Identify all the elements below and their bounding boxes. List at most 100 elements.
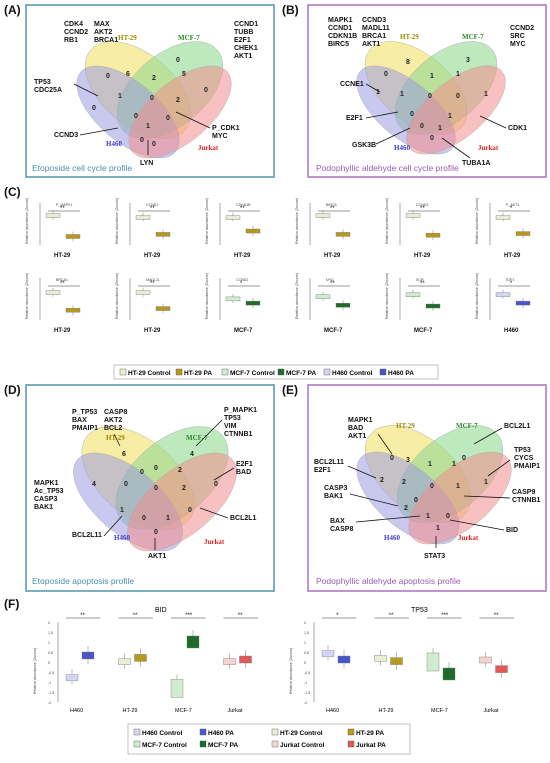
boxplot-title: SCR [416, 278, 424, 282]
arrow [449, 519, 505, 531]
venn-b-count: 1 [400, 91, 404, 98]
venn-d-count: 0 [188, 507, 192, 514]
significance-mark: * [510, 206, 513, 212]
venn-a-count: 0 [150, 95, 154, 102]
boxplot-xlabel: HT-29 [54, 253, 71, 259]
boxplot-title: BRCA1 [56, 278, 68, 282]
venn-d-count: 0 [140, 469, 144, 476]
venn-b-count: 1 [456, 71, 460, 78]
box-pa [335, 303, 351, 308]
venn-a-count: 0 [204, 87, 208, 94]
venn-a-counts: 0 6 0 2 5 0 1 0 2 0 0 0 1 0 0 [92, 57, 208, 148]
box-pa [515, 231, 531, 236]
venn-b-count: 0 [430, 135, 434, 142]
venn-b-count: 0 [428, 93, 432, 100]
panel-a-frame [25, 4, 275, 178]
venn-b-count: 0 [420, 123, 424, 130]
axis-tick-label: 1.5 [304, 631, 309, 635]
venn-a-ht29-label: HT-29 [118, 34, 137, 42]
box-control [65, 674, 79, 681]
legend-swatch [271, 740, 279, 748]
significance-mark: *** [185, 613, 193, 619]
arrow [441, 137, 471, 159]
venn-d-jurkat-ellipse [127, 452, 237, 552]
legend-label: HT-29 Control [128, 370, 171, 377]
venn-b [356, 41, 506, 155]
significance-mark: ** [150, 281, 155, 287]
box-control [135, 215, 151, 220]
venn-a [76, 41, 232, 159]
arrow [375, 127, 411, 145]
panel-a-caption: Etoposide cell cycle profile [32, 163, 132, 173]
axis-tick-label: 0.5 [304, 651, 309, 655]
venn-e-genes-bm: STAT3 [424, 553, 445, 560]
panel-c: (C) Relative abundance (Zscore) P_MAPK1**… [4, 185, 531, 380]
venn-e-genes-ml2: CASP3 BAK1 [324, 485, 349, 500]
venn-e-mcf7-ellipse [396, 425, 504, 523]
significance-mark: ** [238, 613, 243, 619]
venn-d-count: 6 [122, 451, 126, 458]
venn-e-count: 0 [390, 455, 394, 462]
venn-d-genes-mr: E2F1 BAD [236, 461, 255, 476]
venn-e-h460-ellipse [356, 451, 460, 545]
venn-a-mcf7-ellipse [116, 41, 224, 139]
venn-d-jurkat-label: Jurkat [204, 538, 225, 546]
arrow [349, 493, 399, 507]
venn-b-count: 0 [384, 71, 388, 78]
legend-label: HT-29 Control [280, 730, 323, 737]
boxplot-c: Relative abundance (Zscore) MADL11** HT-29 [115, 273, 171, 334]
arrow [175, 111, 211, 129]
venn-d-count: 0 [154, 529, 158, 536]
legend-label: MCF-7 Control [230, 370, 275, 377]
box-control [118, 658, 131, 665]
legend-frame [113, 364, 439, 380]
panel-f-legend: H460 Control H460 PA HT-29 Control HT-29 PA… [127, 723, 411, 755]
venn-a-genes-bl: CCND3 [54, 132, 78, 139]
legend-frame [127, 723, 411, 755]
boxplot-xlabel: MCF-7 [175, 708, 192, 714]
venn-a-count: 0 [92, 105, 96, 112]
venn-d-mcf7-label: MCF-7 [186, 434, 208, 442]
boxplot-title: E2F1 [506, 278, 515, 282]
arrow [103, 515, 123, 537]
axis-tick-label: -1 [48, 681, 51, 685]
venn-d [73, 426, 237, 552]
venn-d-h460-ellipse [73, 452, 183, 552]
venn-a-count: 2 [152, 75, 156, 82]
boxplot-c: Relative abundance (Zscore) CDKN1B** HT-29 [205, 198, 261, 259]
venn-b-genes-tl: MAPK1 CCND1 CDKN1B BIRC5 [328, 17, 359, 48]
box-control [315, 294, 331, 299]
boxplot-title: MYC [326, 278, 334, 282]
box-control [315, 213, 331, 218]
boxplot-xlabel: Jurkat [228, 708, 243, 714]
panel-c-legend: HT-29 Control HT-29 PA MCF-7 Control MCF-7 … [113, 364, 439, 380]
boxplot-xlabel: MCF-7 [431, 708, 448, 714]
legend-label: Jurkat Control [280, 742, 325, 749]
legend-swatch [277, 368, 285, 376]
arrow [73, 83, 99, 97]
box-pa [425, 233, 441, 238]
venn-b-count: 1 [438, 125, 442, 132]
significance-mark: ** [60, 281, 65, 287]
venn-b-genes-bl: GSK3B [352, 142, 376, 149]
venn-b-counts: 0 8 3 1 1 1 1 0 0 1 0 1 0 1 0 [376, 57, 488, 142]
venn-e-count: 1 [484, 479, 488, 486]
venn-e-count: 3 [406, 457, 410, 464]
venn-b-genes-tm: CCND3 MADL11 BRCA1 AKT1 [362, 17, 392, 48]
venn-d-genes-bl: BCL2L11 [72, 532, 102, 539]
venn-a-jurkat-ellipse [128, 65, 232, 159]
venn-e-count: 1 [436, 525, 440, 532]
legend-swatch [221, 368, 229, 376]
box-control [374, 655, 387, 662]
box-pa [390, 657, 403, 665]
boxplot-title: P_AKT1 [506, 203, 519, 207]
boxplot-xlabel: HT-29 [234, 253, 251, 259]
boxplot-ylabel: Relative abundance (Zscore) [115, 198, 119, 244]
legend-swatch [199, 728, 207, 736]
venn-d-genes-mr2: BCL2L1 [230, 515, 257, 522]
panel-f-boxplots: BID Relative abundance (Zscore) 2 1.5 1 0.5 0 -… [33, 607, 514, 714]
boxplot-ylabel: Relative abundance (Zscore) [295, 198, 299, 244]
box-pa [155, 232, 171, 237]
venn-b-count: 8 [406, 59, 410, 66]
arrow [213, 467, 235, 481]
